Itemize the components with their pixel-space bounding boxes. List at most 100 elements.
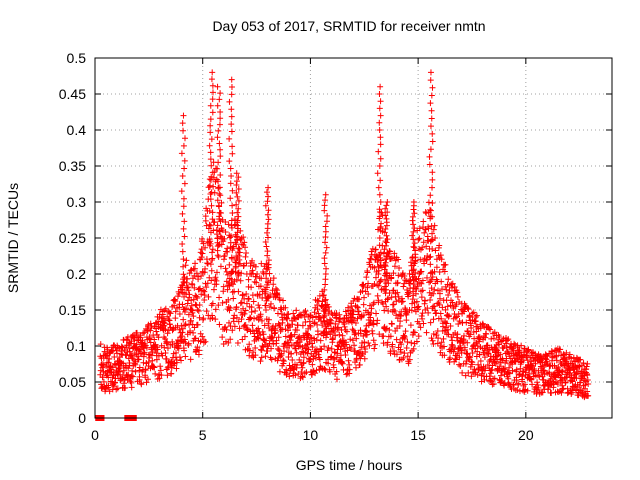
data-point bbox=[323, 223, 329, 229]
data-point bbox=[204, 256, 210, 262]
data-point bbox=[256, 305, 262, 311]
data-point bbox=[253, 274, 259, 280]
data-point bbox=[289, 357, 295, 363]
chart-title: Day 053 of 2017, SRMTID for receiver nmt… bbox=[212, 18, 485, 34]
data-point bbox=[181, 196, 187, 202]
data-point bbox=[164, 372, 170, 378]
data-point bbox=[207, 123, 213, 129]
data-point bbox=[324, 245, 330, 251]
x-axis-label: GPS time / hours bbox=[296, 457, 403, 473]
data-point bbox=[195, 322, 201, 328]
data-point bbox=[275, 310, 281, 316]
data-point bbox=[459, 370, 465, 376]
data-point bbox=[416, 235, 422, 241]
data-point bbox=[404, 339, 410, 345]
data-point bbox=[377, 192, 383, 198]
data-point bbox=[321, 208, 327, 214]
data-point bbox=[410, 236, 416, 242]
data-point bbox=[183, 257, 189, 263]
data-point bbox=[235, 289, 241, 295]
data-point bbox=[229, 84, 235, 90]
data-point bbox=[217, 172, 223, 178]
data-point bbox=[167, 321, 173, 327]
data-point bbox=[208, 156, 214, 162]
data-point bbox=[216, 141, 222, 147]
y-tick-label: 0.45 bbox=[59, 86, 86, 102]
data-point bbox=[243, 250, 249, 256]
data-point bbox=[208, 116, 214, 122]
data-point bbox=[329, 346, 335, 352]
data-point bbox=[118, 351, 124, 357]
x-tick-label: 10 bbox=[303, 427, 319, 443]
data-point bbox=[429, 200, 435, 206]
data-point bbox=[229, 151, 235, 157]
data-point bbox=[180, 271, 186, 277]
data-point bbox=[416, 333, 422, 339]
data-point bbox=[455, 321, 461, 327]
data-point bbox=[554, 357, 560, 363]
data-point bbox=[209, 136, 215, 142]
data-point bbox=[271, 305, 277, 311]
y-tick-label: 0.15 bbox=[59, 302, 86, 318]
data-point bbox=[321, 255, 327, 261]
data-point bbox=[411, 244, 417, 250]
data-point bbox=[259, 354, 265, 360]
y-axis-label: SRMTID / TECUs bbox=[5, 183, 21, 293]
data-point bbox=[429, 131, 435, 137]
data-point bbox=[180, 249, 186, 255]
data-point bbox=[324, 218, 330, 224]
data-point bbox=[429, 115, 435, 121]
data-point bbox=[186, 291, 192, 297]
y-tick-label: 0.05 bbox=[59, 374, 86, 390]
data-point bbox=[182, 158, 188, 164]
data-point bbox=[447, 355, 453, 361]
data-point bbox=[180, 256, 186, 262]
data-point bbox=[180, 113, 186, 119]
data-point bbox=[322, 239, 328, 245]
data-point bbox=[215, 128, 221, 134]
data-point bbox=[209, 76, 215, 82]
data-point bbox=[266, 207, 272, 213]
data-point bbox=[196, 308, 202, 314]
data-point bbox=[378, 156, 384, 162]
x-tick-label: 0 bbox=[91, 427, 99, 443]
data-point bbox=[367, 303, 373, 309]
data-point bbox=[427, 154, 433, 160]
data-point bbox=[253, 280, 259, 286]
data-point bbox=[294, 350, 300, 356]
data-point bbox=[419, 316, 425, 322]
data-point bbox=[268, 301, 274, 307]
data-point bbox=[445, 292, 451, 298]
data-point bbox=[183, 305, 189, 311]
data-point bbox=[303, 308, 309, 314]
data-point bbox=[234, 178, 240, 184]
data-point bbox=[514, 387, 520, 393]
data-point bbox=[365, 269, 371, 275]
data-point bbox=[229, 217, 235, 223]
data-point bbox=[361, 295, 367, 301]
data-point bbox=[229, 77, 235, 83]
data-point bbox=[215, 84, 221, 90]
data-point bbox=[210, 209, 216, 215]
data-point bbox=[146, 355, 152, 361]
data-point bbox=[180, 173, 186, 179]
data-point bbox=[427, 254, 433, 260]
data-point bbox=[199, 246, 205, 252]
data-point bbox=[455, 294, 461, 300]
data-points bbox=[95, 69, 591, 421]
data-point bbox=[375, 149, 381, 155]
data-point bbox=[378, 221, 384, 227]
data-point bbox=[182, 135, 188, 141]
data-point bbox=[228, 173, 234, 179]
data-point bbox=[400, 298, 406, 304]
x-tick-label: 20 bbox=[518, 427, 534, 443]
data-point bbox=[377, 235, 383, 241]
data-point bbox=[290, 311, 296, 317]
data-point bbox=[365, 340, 371, 346]
data-point bbox=[420, 320, 426, 326]
data-point bbox=[311, 309, 317, 315]
data-point bbox=[427, 192, 433, 198]
data-point bbox=[200, 315, 206, 321]
data-point bbox=[215, 235, 221, 241]
data-point bbox=[443, 287, 449, 293]
